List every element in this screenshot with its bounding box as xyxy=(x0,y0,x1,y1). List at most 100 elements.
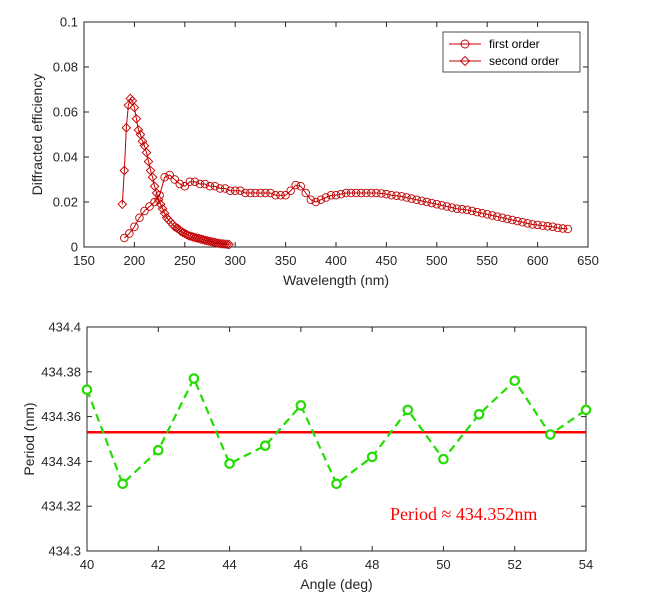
first-order-point xyxy=(160,172,169,182)
first-order-point xyxy=(175,179,185,189)
chart2-x-tick-label: 52 xyxy=(507,557,521,572)
chart1-y-tick-label: 0.04 xyxy=(53,150,78,165)
first-order-point xyxy=(377,189,386,198)
chart1-legend: first order second order xyxy=(442,31,581,73)
chart1-x-tick-label: 600 xyxy=(527,253,549,268)
second-order-point xyxy=(157,203,168,214)
chart1-y-tick-label: 0.06 xyxy=(53,105,78,120)
first-order-point xyxy=(341,188,351,198)
legend-second-order-marker xyxy=(459,55,471,67)
first-order-point xyxy=(513,216,522,226)
chart2-x-tick-label: 50 xyxy=(436,557,450,572)
chart1-y-tick-label: 0.02 xyxy=(53,195,78,210)
chart2-x-tick-label: 54 xyxy=(579,557,593,572)
chart1-x-tick-label: 400 xyxy=(325,253,347,268)
chart1-x-tick-label: 500 xyxy=(426,253,448,268)
second-order-point xyxy=(175,226,186,237)
chart2-x-tick-label: 44 xyxy=(222,557,236,572)
period-point xyxy=(259,440,271,452)
chart2-y-tick-label: 434.4 xyxy=(48,320,81,335)
second-order-point xyxy=(171,223,182,233)
first-order-point xyxy=(276,190,285,200)
chart2-x-tick-label: 48 xyxy=(365,557,379,572)
second-order-point xyxy=(208,237,218,247)
first-order-point xyxy=(195,179,205,189)
first-order-point xyxy=(251,188,260,198)
chart1-x-tick-label: 350 xyxy=(275,253,297,268)
second-order-point xyxy=(212,238,222,248)
second-order-point xyxy=(220,239,230,249)
first-order-point xyxy=(185,177,195,186)
period-point xyxy=(366,451,378,463)
period-point xyxy=(81,384,93,396)
chart2-plot-area xyxy=(86,326,587,552)
first-order-point xyxy=(220,184,230,193)
first-order-point xyxy=(291,180,300,190)
first-order-point xyxy=(120,233,129,243)
first-order-point xyxy=(125,229,134,238)
first-order-point xyxy=(467,206,477,216)
second-order-point xyxy=(133,125,144,135)
legend-first-order-marker xyxy=(460,39,470,49)
second-order-point xyxy=(155,199,166,210)
chart1-x-axis-label: Wavelength (nm) xyxy=(283,272,389,288)
second-order-point xyxy=(153,194,164,205)
second-order-point xyxy=(200,235,210,246)
period-point xyxy=(473,409,485,420)
second-order-point xyxy=(190,232,200,243)
first-order-point xyxy=(457,204,467,214)
first-order-point xyxy=(286,186,295,195)
first-order-point xyxy=(225,186,235,195)
first-order-point xyxy=(452,204,462,213)
chart1-y-tick-label: 0 xyxy=(71,240,78,255)
first-order-point xyxy=(316,195,326,204)
first-order-point xyxy=(170,175,179,184)
first-order-point xyxy=(301,188,311,198)
second-order-point xyxy=(137,136,148,147)
second-order-point xyxy=(202,235,212,246)
first-order-point xyxy=(241,188,250,198)
first-order-point xyxy=(165,170,174,180)
chart2-x-tick-label: 46 xyxy=(294,557,308,572)
first-order-point xyxy=(266,188,275,198)
first-order-point xyxy=(538,221,547,230)
first-order-point xyxy=(432,199,442,209)
first-order-point xyxy=(553,223,563,233)
chart1-x-tick-label: 150 xyxy=(73,253,95,268)
first-order-point xyxy=(382,189,391,199)
first-order-point xyxy=(533,220,542,230)
second-order-point xyxy=(117,199,128,210)
first-order-point xyxy=(296,181,305,191)
first-order-point xyxy=(447,203,457,212)
first-order-point xyxy=(528,220,537,229)
second-order-point xyxy=(224,239,234,250)
first-order-point xyxy=(392,191,401,200)
legend-second-order-label: second order xyxy=(489,54,559,68)
first-order-point xyxy=(331,190,341,200)
first-order-point xyxy=(145,202,154,211)
first-order-point xyxy=(367,188,376,198)
period-point xyxy=(152,444,164,456)
first-order-point xyxy=(523,219,532,228)
first-order-point xyxy=(427,198,437,208)
first-order-point xyxy=(417,196,426,206)
first-order-point xyxy=(372,188,381,198)
second-order-point xyxy=(141,147,152,158)
first-order-point xyxy=(563,224,573,234)
period-point xyxy=(188,373,200,384)
chart1-y-axis-label: Diffracted efficiency xyxy=(29,74,45,196)
second-order-point xyxy=(204,236,214,246)
first-order-point xyxy=(462,205,472,215)
chart2-y-tick-label: 434.32 xyxy=(41,499,81,514)
second-order-point xyxy=(216,238,226,249)
first-order-point xyxy=(235,186,245,195)
first-order-point xyxy=(261,188,270,198)
first-order-point xyxy=(558,224,568,233)
first-order-point xyxy=(548,222,557,231)
first-order-line xyxy=(123,174,568,239)
first-order-point xyxy=(130,222,139,231)
first-order-point xyxy=(482,210,492,219)
second-order-point xyxy=(206,236,216,247)
first-order-point xyxy=(306,195,316,204)
first-order-point xyxy=(210,181,220,191)
